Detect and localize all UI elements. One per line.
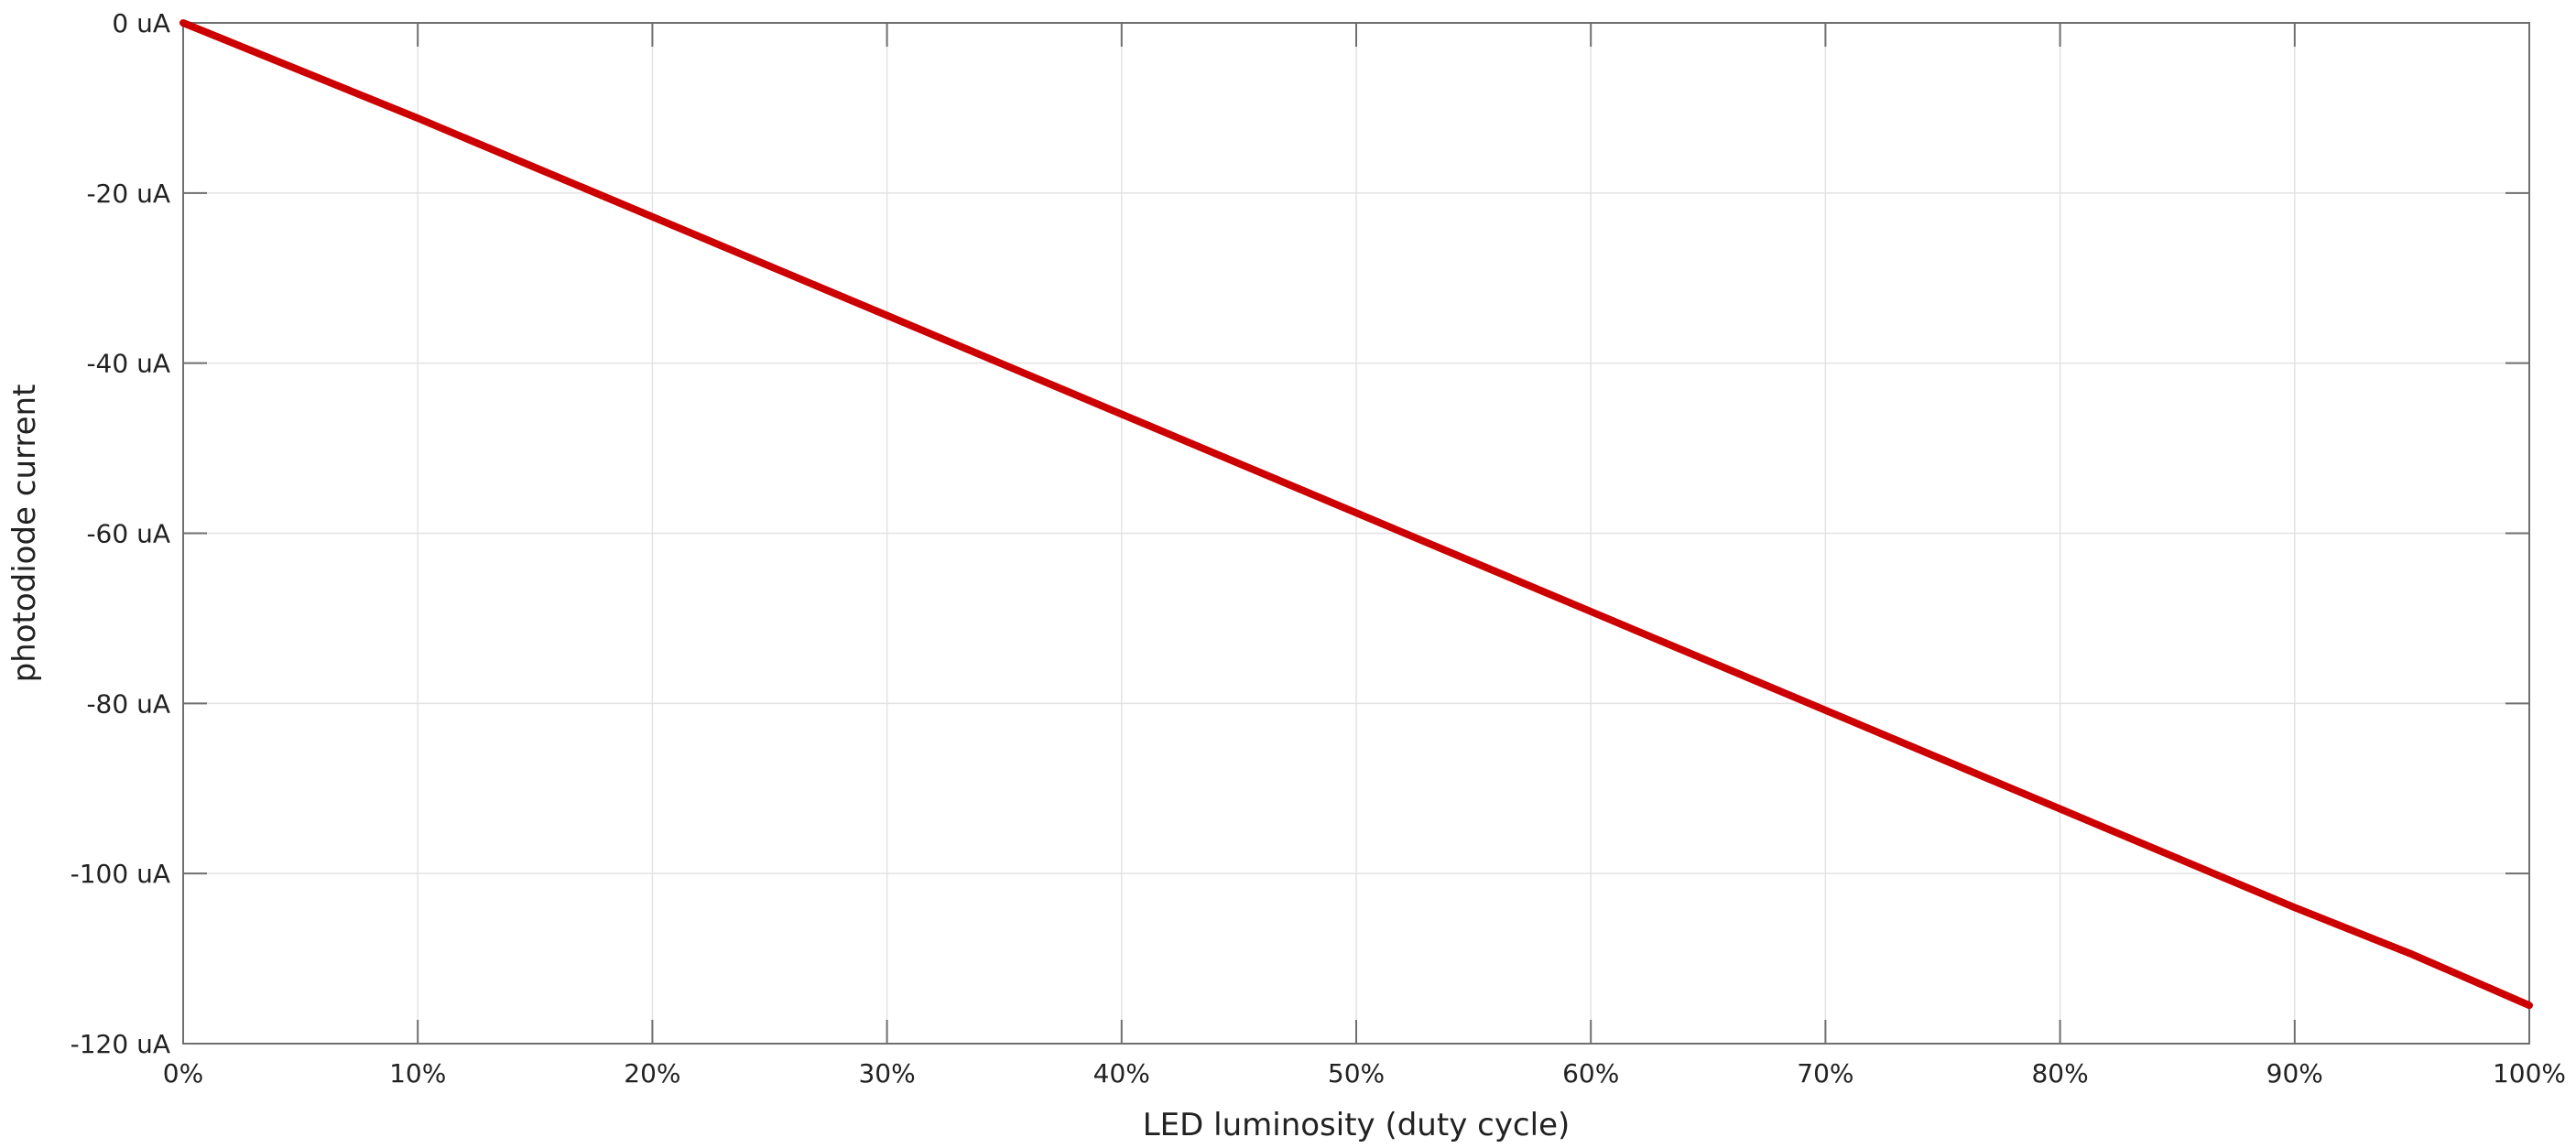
x-tick-label: 50% (1328, 1058, 1385, 1088)
y-tick-label: 0 uA (112, 8, 170, 38)
x-axis-title: LED luminosity (duty cycle) (1143, 1107, 1571, 1143)
y-tick-label: -80 uA (86, 688, 170, 719)
y-tick-label: -40 uA (86, 349, 170, 379)
y-tick-label: -120 uA (71, 1029, 170, 1059)
x-tick-label: 20% (624, 1058, 680, 1088)
series-layer (179, 19, 2533, 1010)
x-tick-label: 70% (1797, 1058, 1853, 1088)
series-line (179, 19, 2533, 1010)
x-tick-label: 80% (2031, 1058, 2088, 1088)
x-tick-label: 60% (1562, 1058, 1619, 1088)
x-tick-label: 90% (2266, 1058, 2323, 1088)
x-tick-label: 10% (389, 1058, 446, 1088)
x-tick-label: 0% (163, 1058, 203, 1088)
x-tick-label: 40% (1093, 1058, 1150, 1088)
x-tick-label: 30% (858, 1058, 915, 1088)
tick-layer (182, 22, 2530, 1045)
y-axis-title: photodiode current (6, 384, 43, 683)
y-tick-label: -60 uA (86, 519, 170, 549)
y-tick-label: -20 uA (86, 179, 170, 209)
label-layer: 0% 10% 20% 30% 40% 50% 60% 70% 80% 90% 100% 0 uA -20… (71, 8, 2566, 1088)
y-tick-label: -100 uA (71, 859, 170, 889)
x-tick-label: 100% (2493, 1058, 2566, 1088)
grid-layer (183, 23, 2529, 1044)
